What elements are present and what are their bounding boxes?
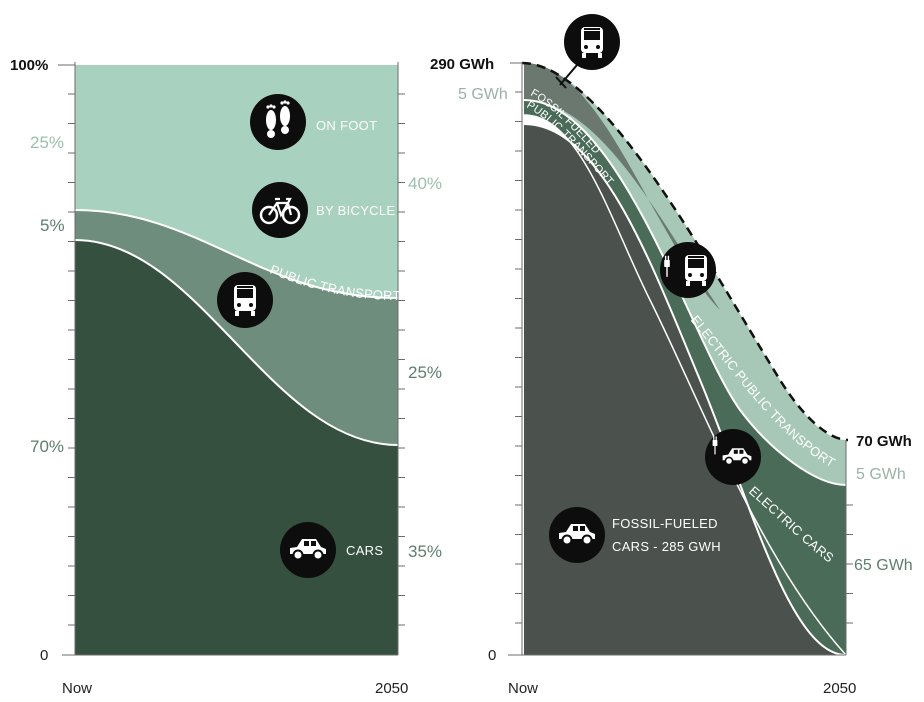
right-x-start-label: Now xyxy=(508,680,538,697)
right-ec-end-label: 65 GWh xyxy=(854,557,913,574)
left-ticks-right xyxy=(398,93,405,626)
left-x-end-label: 2050 xyxy=(375,680,408,697)
right-x-end-label: 2050 xyxy=(823,680,856,697)
electric-car-icon xyxy=(705,429,761,485)
right-chart: 290 GWh 5 GWh 0 Now 2050 70 GWh 5 GWh 65… xyxy=(430,14,913,697)
bus-pointer xyxy=(559,64,578,86)
left-end-active-pct: 40% xyxy=(408,174,442,193)
label-cars: CARS xyxy=(346,543,383,558)
right-total-end-label: 70 GWh xyxy=(856,433,912,450)
left-start-pt-pct: 5% xyxy=(40,216,65,235)
label-fossil-cars-line2: CARS - 285 GWH xyxy=(612,539,721,554)
right-ept-end-label: 5 GWh xyxy=(856,466,906,483)
left-end-pt-pct: 25% xyxy=(408,363,442,382)
left-y-zero-label: 0 xyxy=(40,647,48,664)
fossil-bus-icon xyxy=(564,14,620,70)
left-boundary-cars xyxy=(74,239,399,446)
left-x-start-label: Now xyxy=(62,680,92,697)
label-by-bicycle: BY BICYCLE xyxy=(316,203,395,218)
right-ticks-right xyxy=(846,504,853,624)
right-boundary-3 xyxy=(523,123,847,656)
bicycle-icon xyxy=(252,182,308,238)
left-boundary-active xyxy=(74,209,399,299)
right-ticks-left xyxy=(515,91,522,624)
right-fossil-pt-start-label: 5 GWh xyxy=(458,86,508,103)
left-start-cars-pct: 70% xyxy=(30,437,64,456)
bus-pointer-cross xyxy=(555,76,567,89)
left-end-cars-pct: 35% xyxy=(408,542,442,561)
right-total-start-label: 290 GWh xyxy=(430,56,494,73)
left-y-top-label: 100% xyxy=(10,57,48,74)
right-area-fossil-cars xyxy=(524,124,846,655)
label-on-foot: ON FOOT xyxy=(316,118,377,133)
right-area-electric-cars xyxy=(524,100,846,655)
left-start-active-pct: 25% xyxy=(30,133,64,152)
car-icon xyxy=(280,522,336,578)
right-boundary-2 xyxy=(523,114,847,656)
right-y-zero-label: 0 xyxy=(488,647,496,664)
label-fossil-cars-line1: FOSSIL-FUELED xyxy=(612,516,718,531)
left-chart: 100% 0 Now 2050 25% 5% 70% 40% 25% 35% O… xyxy=(10,57,442,697)
electric-bus-icon xyxy=(660,242,716,298)
bus-icon xyxy=(217,272,273,328)
left-ticks-left xyxy=(68,93,75,626)
footprints-icon xyxy=(250,94,306,150)
right-boundary-1 xyxy=(523,99,847,486)
fossil-car-icon xyxy=(549,507,605,563)
right-total-dashed-line xyxy=(521,61,849,442)
